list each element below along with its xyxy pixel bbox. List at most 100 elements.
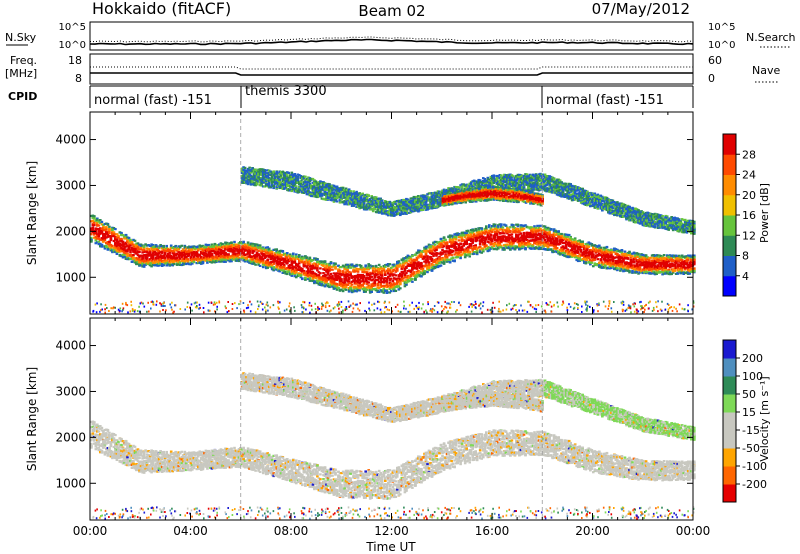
power-cell (459, 257, 462, 259)
power-cell (248, 251, 251, 253)
power-cell (294, 261, 297, 263)
power-cell (129, 251, 132, 253)
power-cell (342, 270, 345, 272)
power-cell (316, 267, 319, 269)
power-cell (517, 224, 520, 226)
power-cell (132, 257, 135, 259)
power-cell (591, 262, 594, 264)
power-cell (372, 265, 375, 267)
power-cell (459, 251, 462, 253)
power-cell (560, 233, 563, 235)
power-cell (471, 238, 474, 240)
power-cell (432, 264, 435, 266)
power-cell (490, 234, 493, 236)
power-cell (410, 262, 413, 264)
power-cell (557, 230, 560, 232)
power-cell (105, 226, 108, 228)
power-cell (358, 289, 361, 291)
power-cell (434, 244, 437, 246)
power-cell (324, 260, 327, 262)
power-cell (443, 263, 446, 265)
nave-dots (90, 67, 693, 69)
power-cell (93, 222, 96, 224)
power-cell (108, 226, 111, 228)
power-cell (318, 274, 321, 276)
power-cell (292, 253, 295, 255)
power-cell (357, 271, 360, 273)
power-cell (600, 247, 603, 249)
power-cell (108, 228, 111, 230)
power-cell (128, 237, 131, 239)
power-cell (604, 265, 607, 267)
power-cell (524, 248, 527, 250)
power-cell (456, 256, 459, 258)
power-cell (376, 279, 379, 281)
power-cell (458, 239, 461, 241)
power-cell (594, 259, 597, 261)
power-cell (398, 285, 401, 287)
power-cell (364, 264, 367, 266)
power-cell (304, 277, 307, 279)
power-cell (538, 230, 541, 232)
power-cell (482, 249, 485, 251)
power-cell (120, 238, 123, 240)
power-data-layer (90, 112, 696, 314)
power-cell (621, 263, 624, 265)
power-cell (230, 242, 233, 244)
power-cell (416, 268, 419, 270)
power-cell (539, 244, 542, 246)
power-cell (420, 275, 423, 277)
power-cell (331, 269, 334, 271)
power-cell (190, 256, 193, 258)
cpid-label: CPID (8, 90, 37, 103)
power-cell (306, 256, 309, 258)
power-cell (496, 233, 499, 235)
power-cell (366, 289, 369, 291)
power-cell (327, 283, 330, 285)
power-cell (132, 254, 135, 256)
power-cell (161, 252, 164, 254)
power-cell (202, 261, 205, 263)
power-cell (309, 277, 312, 279)
power-cell (212, 256, 215, 258)
power-cell (271, 251, 274, 253)
power-cell (113, 231, 116, 233)
power-cell (349, 273, 352, 275)
power-cell (446, 243, 449, 245)
power-cell (233, 251, 236, 253)
power-cell (497, 226, 500, 228)
freq-label-1: Freq. (10, 54, 37, 67)
power-cell (452, 257, 455, 259)
power-cell (191, 249, 194, 251)
power-cell (334, 268, 337, 270)
power-cell (300, 275, 303, 277)
power-cell (452, 250, 455, 252)
power-cell (544, 239, 547, 241)
power-cell (257, 250, 260, 252)
sky-left-label: N.Sky (5, 31, 37, 44)
sky-right-tick-top: 10^5 (708, 22, 735, 33)
power-cell (539, 225, 542, 227)
power-cell (266, 259, 269, 261)
power-cell (396, 270, 399, 272)
power-cell (98, 241, 101, 243)
power-cell (583, 245, 586, 247)
power-cell (272, 263, 275, 265)
power-cell (440, 265, 443, 267)
power-cell (187, 260, 190, 262)
power-cell (227, 254, 230, 256)
power-cell (542, 235, 545, 237)
power-cell (92, 226, 95, 228)
power-cell (491, 240, 494, 242)
sky-noise-line (90, 40, 693, 45)
power-cell (601, 261, 604, 263)
power-cell (381, 275, 384, 277)
power-cell (238, 257, 241, 259)
power-cell (453, 259, 456, 261)
power-cell (355, 265, 358, 267)
power-cell (301, 268, 304, 270)
power-cell (399, 287, 402, 289)
power-cell (211, 253, 214, 255)
power-cell (392, 280, 395, 282)
power-cell (345, 286, 348, 288)
